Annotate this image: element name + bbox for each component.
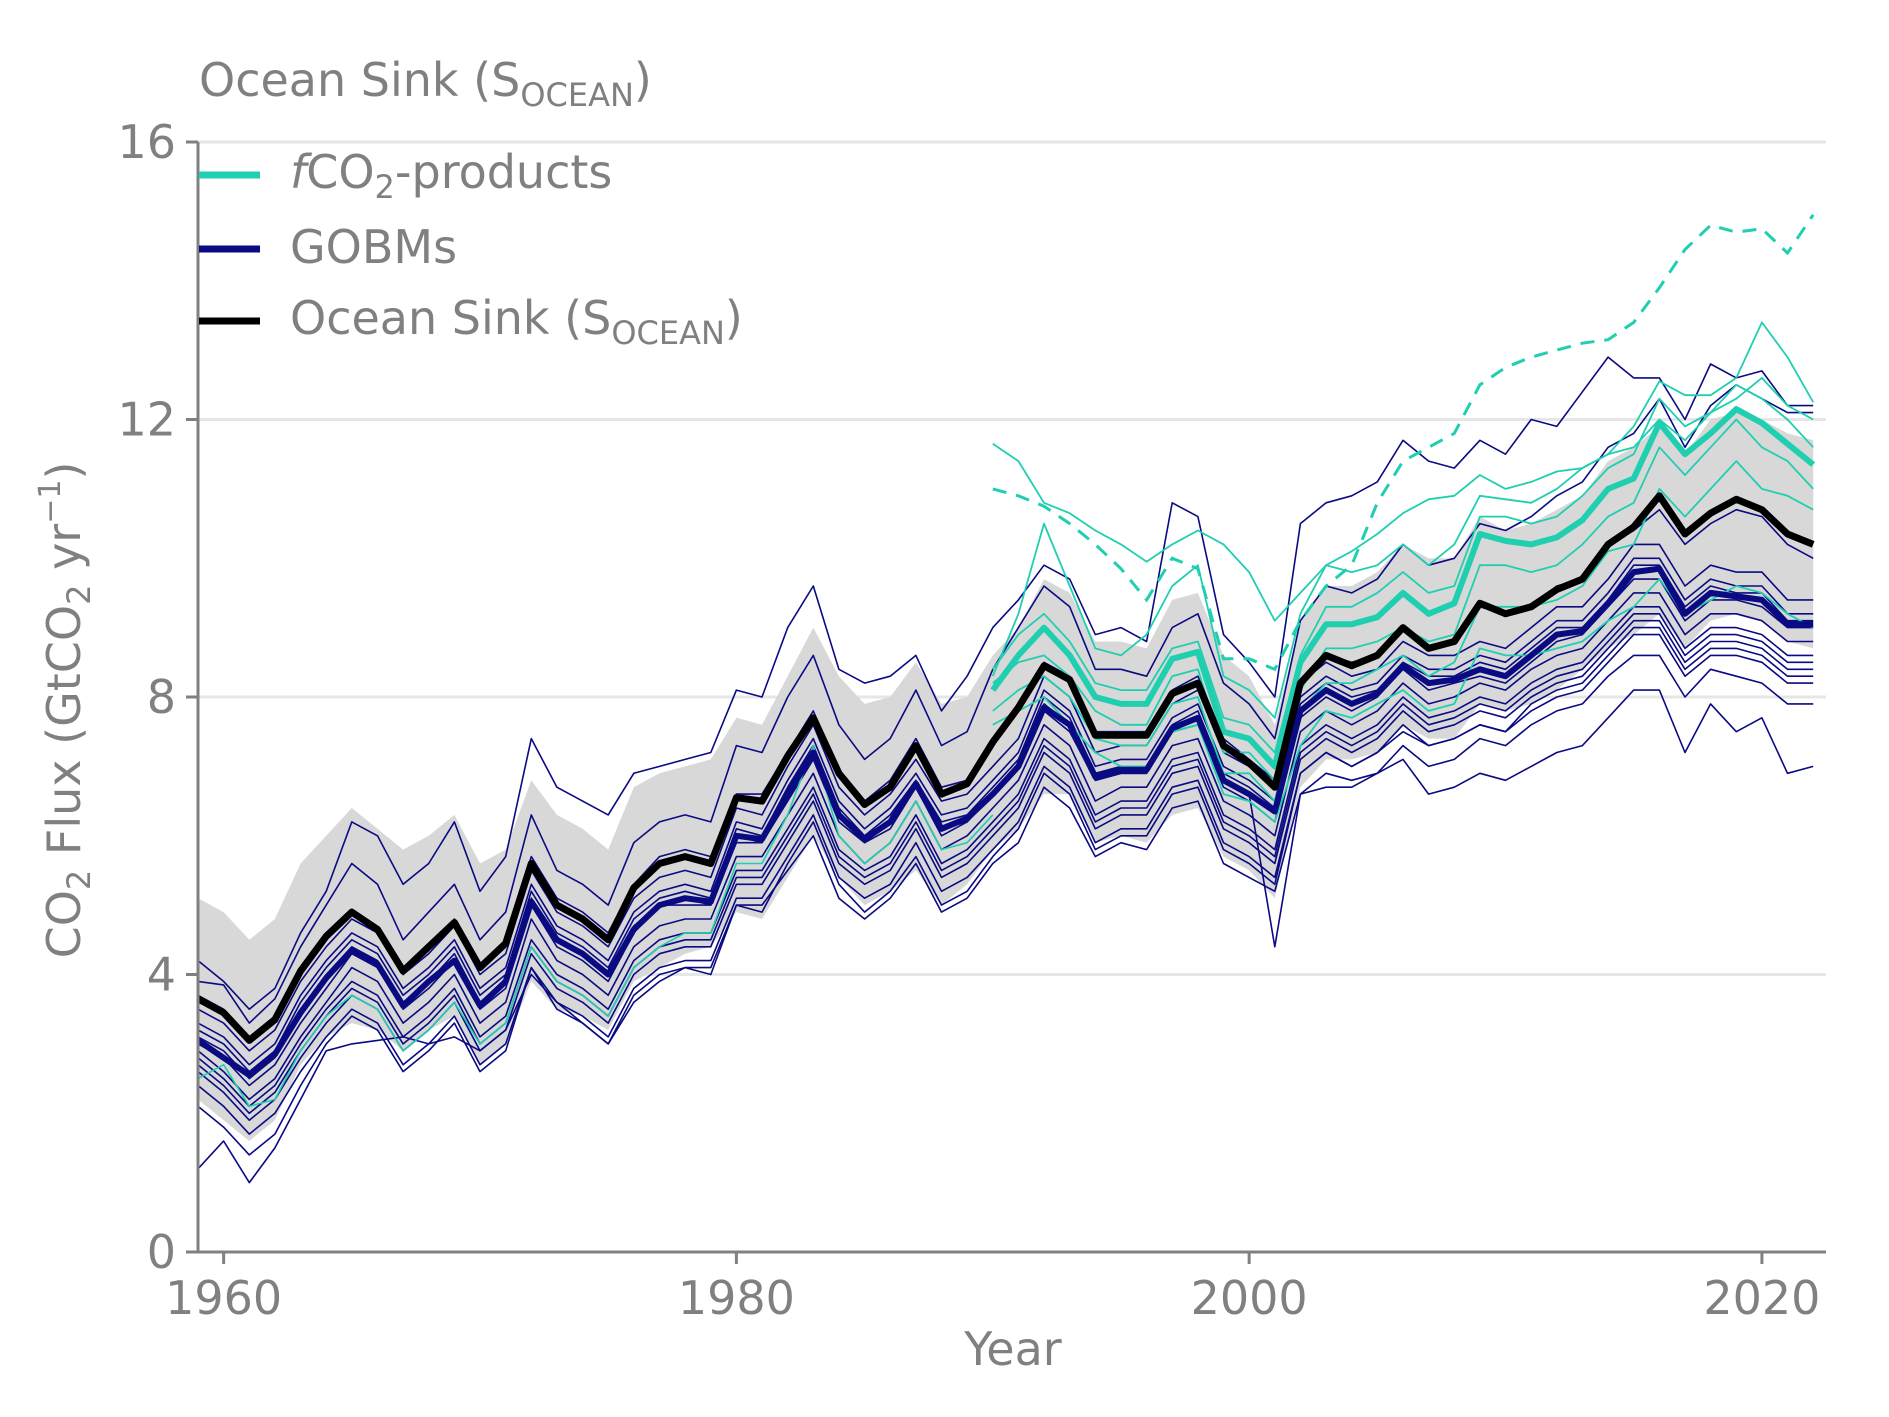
fco2-member-line-4 [992,460,1814,802]
gobm-member-line-9 [197,592,1814,1101]
fco2-member-line-1 [992,321,1814,622]
y-axis-title-sup: −1 [33,480,68,524]
y-axis-title-part1: CO [37,890,91,958]
legend-fco2-text: CO [306,145,374,199]
gobm-member-line-2 [197,356,1814,1010]
y-axis-title: CO2 Flux (GtCO2 yr−1) [33,462,98,959]
y-tick-label-4: 4 [147,948,176,1002]
x-tick-label-1980: 1980 [678,1271,795,1325]
gobm-member-line-11 [197,619,1814,1121]
legend-label-sink: Ocean Sink (SOCEAN) [290,291,743,352]
gobm-member-line-15 [197,613,1814,1115]
legend-fco2-end: -products [395,145,613,199]
y-axis-title-sub1: 2 [60,870,98,890]
chart-title-main: Ocean Sink (S [199,53,520,107]
main-series-lines [196,406,1816,1079]
y-axis-title-part2: Flux (GtCO [37,605,91,870]
y-tick-label-12: 12 [117,393,176,447]
legend-sink-end: ) [725,291,743,345]
gobm-member-line-6 [197,626,1814,1156]
fco2-mean-line [990,406,1816,770]
legend-label-fco2: fCO2-products [290,145,612,206]
y-tick-label-16: 16 [117,115,176,169]
legend-fco2-sub: 2 [375,168,395,206]
chart-title-sub: OCEAN [520,76,634,114]
grid-lines [198,140,1826,976]
legend-gobm-text: GOBMs [290,220,457,274]
legend-sink-sub: OCEAN [611,314,725,352]
x-tick-label-2000: 2000 [1191,1271,1308,1325]
gobm-member-line-4 [197,564,1814,1073]
legend: fCO2-products GOBMs Ocean Sink (SOCEAN) [199,145,743,352]
y-axis-title-part3: yr [37,524,91,585]
x-axis-title: Year [963,1322,1061,1376]
x-tick-label-1960: 1960 [165,1271,282,1325]
gobm-member-line-7 [197,654,1814,1184]
y-tick-label-0: 0 [147,1225,176,1279]
chart-title-end: ) [634,53,652,107]
y-tick-label-8: 8 [147,670,176,724]
y-axis-title-part4: ) [37,462,91,480]
axis-labels: 0 4 8 12 16 1960 1980 2000 2020 [117,115,1820,1325]
ocean-sink-line [196,492,1815,1044]
y-axis-title-sub2: 2 [60,585,98,605]
gobm-mean-line [196,565,1814,1079]
gobm-member-line-1 [197,384,1814,1024]
legend-sink-text: Ocean Sink (S [290,291,611,345]
gobm-member-line-5 [197,606,1814,1108]
fco2-member-line-2 [991,377,1814,719]
chart-title: Ocean Sink (SOCEAN) [199,53,652,114]
fco2-member-line-5 [992,383,1814,754]
fco2-dashed-line [992,213,1815,672]
axes [186,140,1826,1264]
legend-label-gobm: GOBMs [290,220,457,274]
gobm-member-line-10 [197,557,1814,1066]
gobm-member-line-13 [197,633,1814,1135]
x-tick-label-2020: 2020 [1703,1271,1820,1325]
fco2-extended-member-line-1 [197,744,994,1108]
